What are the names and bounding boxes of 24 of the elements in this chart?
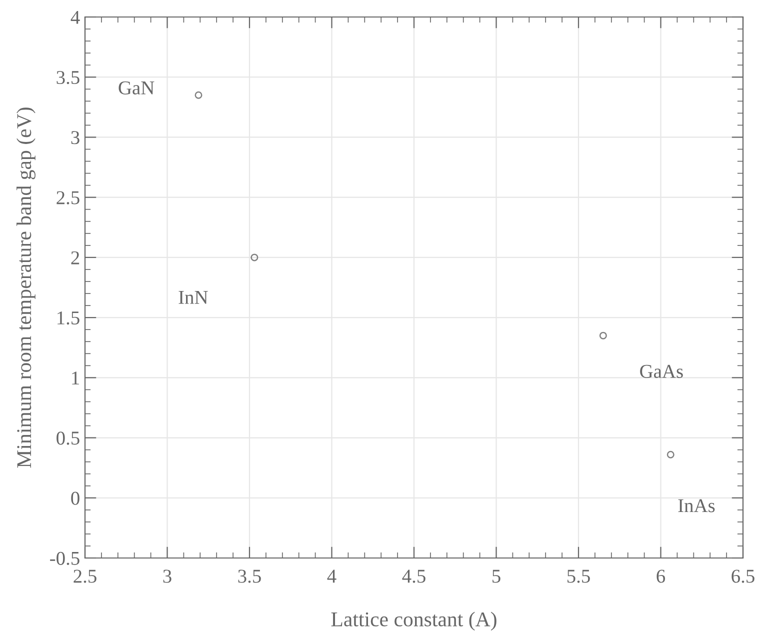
annotation: InAs (678, 499, 715, 512)
y-tick-label: 1 (72, 372, 79, 384)
y-tick-label: 2 (71, 251, 80, 264)
y-tick-label: -0.5 (50, 552, 80, 566)
y-tick-label: 0 (71, 492, 80, 505)
x-tick-label: 3 (163, 570, 172, 583)
x-tick-label: 4.5 (402, 570, 426, 583)
y-tick-label: 3.5 (56, 70, 80, 84)
annotation: InN (178, 291, 208, 304)
y-tick-label: 2.5 (56, 191, 80, 204)
x-tick-label: 6 (656, 570, 666, 583)
y-tick-label: 0.5 (56, 432, 80, 445)
x-tick-label: 3.5 (238, 570, 261, 583)
x-axis-title: Lattice constant (A) (331, 612, 496, 631)
y-tick-label: 4 (70, 10, 80, 24)
y-tick-label: 1.5 (58, 311, 80, 325)
y-axis-title: Minimum room temperature band gap (eV) (16, 108, 36, 468)
y-tick-label: 3 (71, 131, 80, 144)
annotation: GaAs (640, 364, 683, 378)
x-tick-label: 5.5 (567, 570, 590, 583)
x-tick-label: 4 (327, 570, 336, 583)
x-tick-label: 6.5 (732, 570, 754, 583)
annotation: GaN (118, 81, 154, 94)
x-tick-label: 5 (492, 570, 500, 583)
